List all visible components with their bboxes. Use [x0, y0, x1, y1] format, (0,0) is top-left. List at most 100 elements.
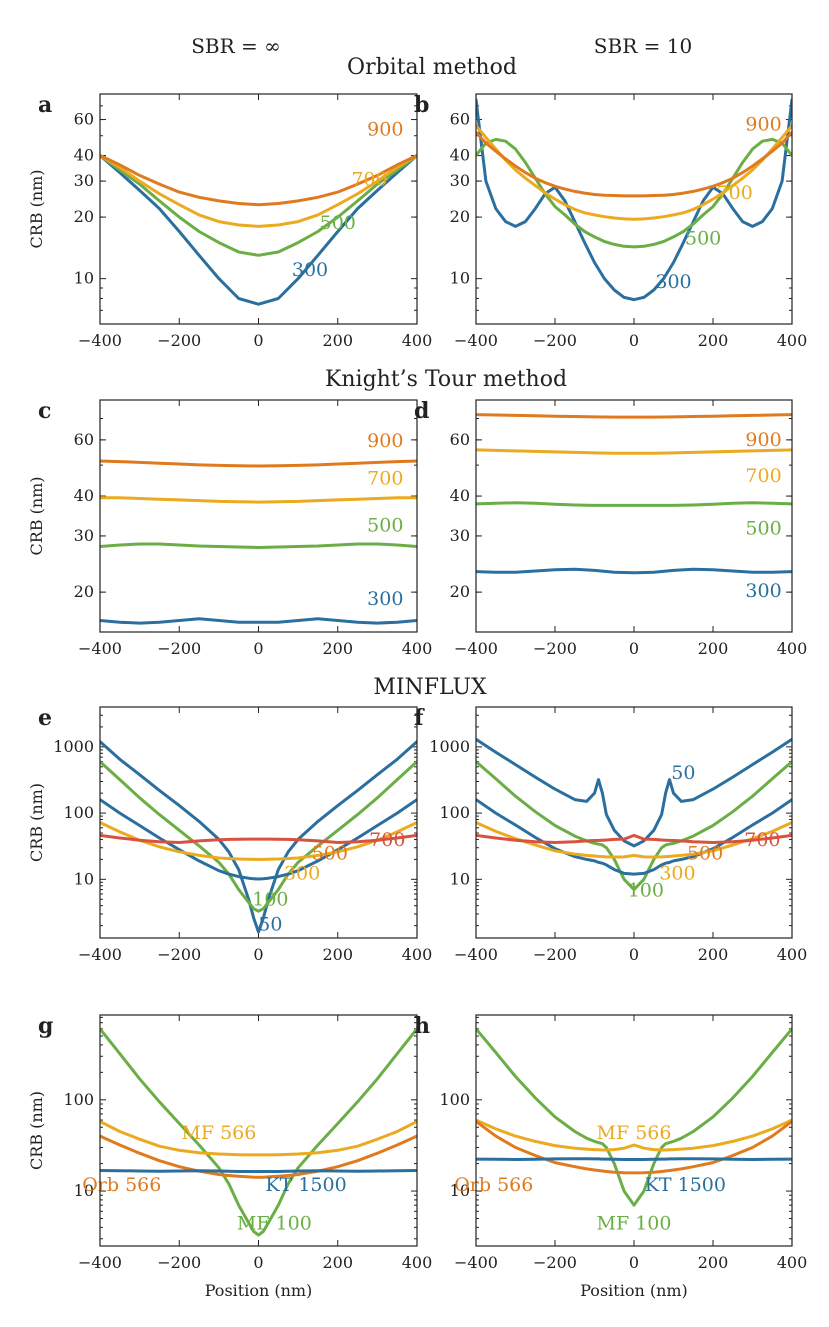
- y-tick-label: 40: [450, 486, 470, 505]
- curve-label-900: 900: [745, 114, 781, 136]
- y-tick-label: 1000: [429, 737, 470, 756]
- y-tick-label: 60: [450, 110, 470, 129]
- series-line-kt-1500: [100, 1169, 417, 1173]
- series-line-700: [100, 154, 417, 228]
- plot-frame: [475, 706, 793, 939]
- panel-letter-g: g: [38, 1013, 53, 1039]
- x-tick-label: 200: [698, 639, 729, 658]
- y-tick-label: 40: [74, 486, 94, 505]
- x-axis-label: Position (nm): [205, 1281, 313, 1300]
- panel-d: d 20 30 40 60 −400 −200 0 200 400 900 700 500 300: [414, 398, 807, 658]
- x-tick-label: 400: [777, 945, 808, 964]
- curve-label-900: 900: [367, 430, 403, 452]
- x-tick-label: 200: [698, 945, 729, 964]
- plot-frame: [475, 93, 793, 325]
- series-line-900: [476, 130, 792, 198]
- x-tick-label: −400: [78, 331, 122, 350]
- series-line-300: [100, 798, 417, 881]
- y-tick-label: 100: [63, 803, 94, 822]
- panel-letter-e: e: [38, 705, 52, 731]
- series-group: [476, 1027, 792, 1207]
- y-tick-label: 10: [450, 869, 470, 888]
- series-group: [476, 737, 792, 892]
- x-tick-label: 0: [253, 1253, 263, 1272]
- x-tick-label: 0: [629, 1253, 639, 1272]
- y-tick-label: 20: [450, 207, 470, 226]
- series-line-700: [100, 496, 417, 504]
- x-tick-label: 0: [253, 945, 263, 964]
- plot-frame: [475, 1014, 793, 1247]
- series-line-kt-1500: [476, 1157, 792, 1161]
- curve-label-mf-566: MF 566: [181, 1122, 256, 1144]
- curve-label-kt-1500: KT 1500: [265, 1174, 346, 1196]
- series-group: [100, 1027, 417, 1237]
- y-tick-label: 30: [74, 526, 94, 545]
- x-tick-label: 0: [629, 331, 639, 350]
- y-axis-label: CRB (nm): [27, 783, 46, 862]
- panel-e: e 10 100 1000 −400 −200 0 200 400 CRB (nm) 700 5003…: [27, 705, 432, 964]
- x-tick-label: −200: [157, 1253, 201, 1272]
- series-line-300: [100, 154, 417, 306]
- y-tick-label: 10: [74, 869, 94, 888]
- curve-label-700: 700: [367, 467, 403, 489]
- x-tick-label: −400: [454, 1253, 498, 1272]
- plot-frame: [99, 1014, 418, 1247]
- x-tick-label: 200: [322, 1253, 353, 1272]
- panel-letter-a: a: [38, 92, 52, 118]
- curve-label-50: 50: [258, 913, 282, 935]
- plot-frame: [99, 706, 418, 939]
- curve-label-500: 500: [685, 227, 721, 249]
- panel-h: h 10 100 −400 −200 0 200 400 Position (nm) MF 566…: [414, 1013, 807, 1300]
- series-line-mf-100: [100, 1027, 417, 1237]
- series-group: [100, 154, 417, 306]
- y-axis-label: CRB (nm): [27, 1091, 46, 1170]
- series-line-mf-566: [100, 1119, 417, 1157]
- curve-label-500: 500: [320, 212, 356, 234]
- y-tick-label: 20: [74, 207, 94, 226]
- y-tick-label: 40: [450, 146, 470, 165]
- x-tick-label: −400: [78, 1253, 122, 1272]
- series-line-300: [476, 567, 792, 575]
- curve-label-700: 700: [717, 182, 753, 204]
- x-tick-label: 0: [629, 639, 639, 658]
- curve-label-300: 300: [367, 588, 403, 610]
- panel-g: g 10 100 −400 −200 0 200 400 CRB (nm) Position (n…: [27, 1013, 432, 1300]
- series-line-50: [100, 740, 417, 934]
- section-title-knights-tour: Knight’s Tour method: [325, 367, 567, 392]
- x-tick-label: −400: [454, 331, 498, 350]
- series-line-mf-566: [476, 1118, 792, 1152]
- series-group: [476, 98, 792, 302]
- x-tick-label: −200: [533, 639, 577, 658]
- y-tick-label: 10: [450, 1181, 470, 1200]
- curve-label-kt-1500: KT 1500: [645, 1174, 726, 1196]
- x-tick-label: 400: [402, 331, 433, 350]
- series-group: [100, 459, 417, 625]
- section-title-orbital: Orbital method: [347, 55, 517, 80]
- y-tick-label: 100: [439, 1090, 470, 1109]
- y-tick-label: 20: [450, 582, 470, 601]
- y-axis-label: CRB (nm): [27, 169, 46, 248]
- curve-label-300: 300: [292, 259, 328, 281]
- series-line-900: [100, 459, 417, 468]
- x-tick-label: 0: [253, 639, 263, 658]
- panel-letter-f: f: [414, 705, 425, 731]
- y-tick-label: 30: [450, 526, 470, 545]
- y-tick-label: 60: [450, 430, 470, 449]
- series-line-500: [476, 821, 792, 859]
- panel-letter-h: h: [414, 1013, 430, 1039]
- series-line-900: [476, 413, 792, 419]
- series-line-50: [476, 737, 792, 848]
- y-tick-label: 60: [74, 430, 94, 449]
- x-tick-label: −200: [157, 945, 201, 964]
- x-tick-label: −200: [533, 945, 577, 964]
- y-tick-label: 10: [450, 269, 470, 288]
- y-tick-label: 30: [74, 171, 94, 190]
- curve-label-700: 700: [351, 169, 387, 191]
- plot-frame: [475, 399, 793, 633]
- x-tick-label: 400: [402, 945, 433, 964]
- plot-frame: [99, 399, 418, 633]
- series-line-500: [476, 137, 792, 249]
- x-tick-label: −400: [78, 639, 122, 658]
